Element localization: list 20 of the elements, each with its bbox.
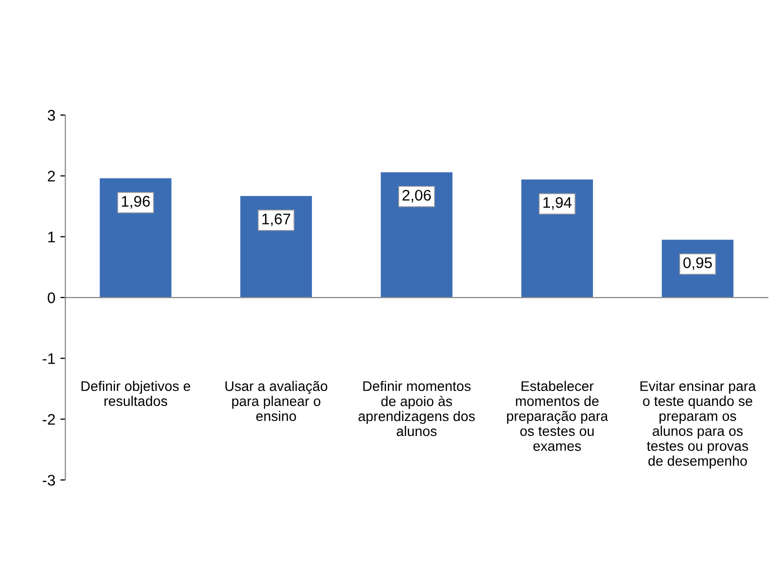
x-tick-label: Usar a avaliação para planear o ensino (225, 380, 328, 422)
y-tick-label: 1 (48, 232, 55, 242)
bar (521, 180, 593, 298)
y-tick-label: 3 (48, 110, 55, 121)
bar (100, 178, 172, 298)
x-tick-label: Estabelecer momentos de preparação para os testes ou exames (507, 380, 608, 451)
data-label: 1,67 (262, 214, 290, 226)
data-label: 2,06 (402, 190, 431, 202)
y-tick-label: 2 (48, 170, 55, 182)
data-label: 0,95 (683, 257, 712, 270)
x-tick-label: Evitar ensinar para o teste quando se preparam os alunos para os testes ou provas de desempenho (640, 380, 756, 469)
x-tick-label: Definir momentos de apoio às aprendizagens dos alunos (358, 380, 475, 436)
y-tick-label: -2 (42, 414, 55, 425)
bar (380, 172, 452, 298)
y-tick-label: -1 (42, 353, 55, 364)
y-tick-label: 0 (48, 292, 56, 304)
y-tick-label: -3 (42, 474, 55, 486)
data-label: 1,94 (543, 197, 572, 210)
data-label: 1,96 (122, 196, 150, 209)
x-tick-label: Definir objetivos e resultados (82, 380, 190, 406)
